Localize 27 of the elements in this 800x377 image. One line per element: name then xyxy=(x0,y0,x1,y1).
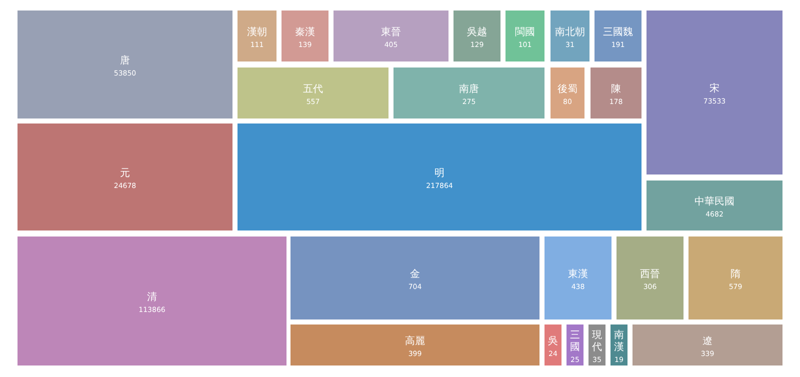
category-label: 元 xyxy=(120,168,130,179)
category-label: 金 xyxy=(410,268,420,280)
category-label: 漢朝 xyxy=(247,26,267,38)
category-label: 後蜀 xyxy=(558,83,578,95)
category-label: 遼 xyxy=(702,336,712,347)
category-label: 現代 xyxy=(591,330,602,353)
category-label: 陳 xyxy=(611,83,621,95)
category-label: 秦漢 xyxy=(295,26,315,38)
category-label: 隋 xyxy=(730,268,740,280)
category-label: 明 xyxy=(434,168,444,179)
category-label: 清 xyxy=(147,291,157,303)
category-label: 高麗 xyxy=(405,335,425,347)
category-label: 南漢 xyxy=(614,329,624,353)
category-label: 西晉 xyxy=(640,269,660,280)
category-label: 三國 xyxy=(570,330,580,353)
category-label: 五代 xyxy=(303,84,323,95)
category-label: 東漢 xyxy=(568,268,588,280)
category-label: 唐 xyxy=(120,54,130,66)
category-label: 吳 xyxy=(548,336,558,347)
category-label: 東晉 xyxy=(381,26,401,38)
category-label: 吳越 xyxy=(467,26,487,38)
category-label: 中華民國 xyxy=(694,196,734,208)
category-label: 閩國 xyxy=(515,27,535,38)
category-label: 南北朝 xyxy=(555,26,585,38)
category-label: 三國魏 xyxy=(603,26,633,38)
category-label: 宋 xyxy=(710,82,720,94)
category-label: 南唐 xyxy=(459,83,479,95)
